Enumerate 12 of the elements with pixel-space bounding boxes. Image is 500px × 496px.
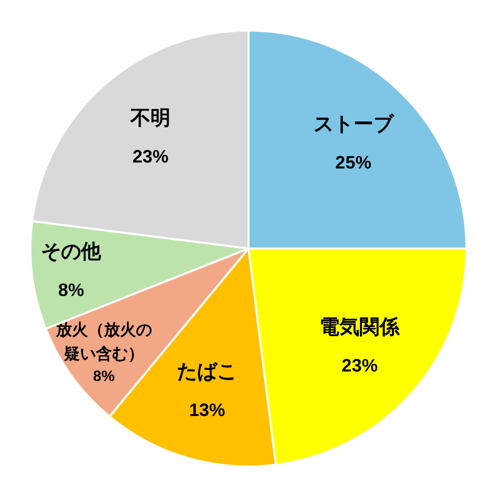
slice-label: たばこ	[177, 360, 238, 383]
data-label: 13%	[189, 400, 226, 420]
data-label: 8%	[93, 368, 115, 386]
data-label: 23%	[342, 356, 378, 376]
slice-label: ストーブ	[313, 112, 394, 136]
slice-label: 電気関係	[320, 316, 401, 339]
slice-label: その他	[41, 240, 102, 263]
slice-label: 不明	[129, 107, 170, 130]
data-label: 23%	[132, 146, 168, 166]
slice-label: 放火（放火の疑い含む）	[54, 321, 152, 364]
data-label: 8%	[58, 280, 84, 300]
data-label: 25%	[335, 152, 372, 173]
